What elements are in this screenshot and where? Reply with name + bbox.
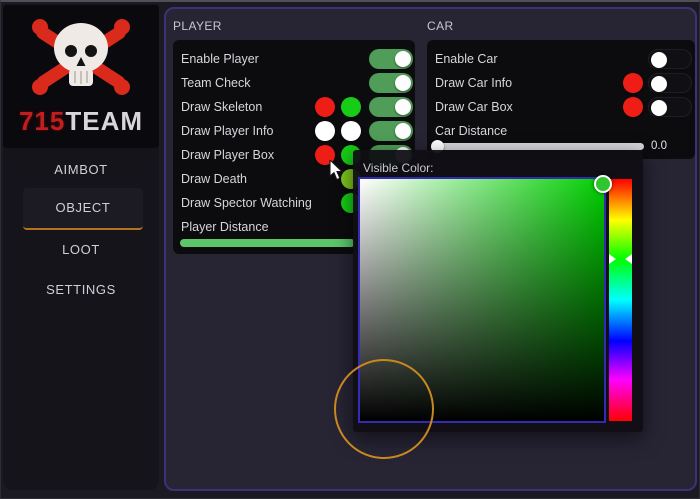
skull-crossbones-icon — [32, 19, 130, 95]
row-label: Draw Car Info — [435, 76, 513, 90]
slider-knob[interactable] — [431, 140, 444, 153]
toggle-draw-player-info[interactable] — [369, 121, 413, 141]
car-section-title: CAR — [427, 19, 454, 33]
toggle-team-check[interactable] — [369, 73, 413, 93]
row-label: Player Distance — [181, 220, 269, 234]
toggle-knob — [395, 51, 411, 67]
logo-text: 715TEAM — [3, 108, 159, 134]
row-label: Car Distance — [435, 124, 508, 138]
toggle-draw-car-info[interactable] — [648, 73, 692, 93]
car-distance-slider[interactable] — [431, 140, 644, 153]
color-selector-handle[interactable] — [594, 175, 612, 193]
click-highlight-ring — [334, 359, 434, 459]
color-picker-popup: Visible Color: — [353, 150, 643, 432]
row-car-distance: Car Distance — [427, 119, 695, 143]
logo-text-red: 715 — [18, 106, 66, 136]
color-button[interactable] — [623, 73, 643, 93]
row-enable-player: Enable Player — [173, 47, 415, 71]
hue-marker-left-icon[interactable] — [609, 254, 616, 264]
row-label: Team Check — [181, 76, 251, 90]
toggle-draw-skeleton[interactable] — [369, 97, 413, 117]
row-draw-car-box: Draw Car Box — [427, 95, 695, 119]
row-label: Draw Spector Watching — [181, 196, 312, 210]
color-button[interactable] — [623, 97, 643, 117]
row-label: Draw Car Box — [435, 100, 513, 114]
row-draw-skeleton: Draw Skeleton — [173, 95, 415, 119]
row-draw-car-info: Draw Car Info — [427, 71, 695, 95]
row-player-distance: Player Distance — [173, 215, 415, 239]
sidebar-item-settings[interactable]: SETTINGS — [46, 282, 116, 297]
row-enable-car: Enable Car — [427, 47, 695, 71]
toggle-enable-car[interactable] — [648, 49, 692, 69]
row-label: Enable Car — [435, 52, 498, 66]
player-section-title: PLAYER — [173, 19, 222, 33]
toggle-enable-player[interactable] — [369, 49, 413, 69]
player-group: Enable Player Team Check Draw Skeleton D… — [173, 40, 415, 254]
hue-marker-right-icon[interactable] — [625, 254, 632, 264]
row-label: Draw Player Box — [181, 148, 275, 162]
row-draw-player-info: Draw Player Info — [173, 119, 415, 143]
row-label: Enable Player — [181, 52, 259, 66]
color-button-2[interactable] — [341, 97, 361, 117]
main-panel: PLAYER CAR Enable Player Team Check Draw… — [164, 7, 697, 491]
player-distance-slider[interactable] — [180, 239, 355, 247]
toggle-knob — [395, 123, 411, 139]
row-label: Draw Player Info — [181, 124, 274, 138]
sidebar: 715TEAM AIMBOT OBJECT LOOT SETTINGS — [3, 4, 159, 490]
row-label: Draw Death — [181, 172, 247, 186]
car-distance-value: 0.0 — [651, 140, 667, 152]
row-label: Draw Skeleton — [181, 100, 263, 114]
car-group: Enable Car Draw Car Info Draw Car Box Ca… — [427, 40, 695, 159]
row-team-check: Team Check — [173, 71, 415, 95]
color-picker-title: Visible Color: — [363, 161, 434, 175]
logo: 715TEAM — [3, 5, 159, 148]
color-button-1[interactable] — [315, 121, 335, 141]
mouse-cursor-icon — [329, 158, 345, 187]
sidebar-item-aimbot[interactable]: AIMBOT — [54, 162, 108, 177]
toggle-knob — [651, 52, 667, 68]
color-button-1[interactable] — [315, 97, 335, 117]
sidebar-item-object[interactable]: OBJECT — [23, 188, 143, 230]
hue-slider[interactable] — [609, 179, 632, 421]
toggle-knob — [395, 99, 411, 115]
sidebar-item-loot[interactable]: LOOT — [62, 242, 100, 257]
logo-text-white: TEAM — [65, 106, 144, 136]
toggle-knob — [651, 100, 667, 116]
toggle-draw-car-box[interactable] — [648, 97, 692, 117]
toggle-knob — [651, 76, 667, 92]
toggle-knob — [395, 75, 411, 91]
color-button-2[interactable] — [341, 121, 361, 141]
